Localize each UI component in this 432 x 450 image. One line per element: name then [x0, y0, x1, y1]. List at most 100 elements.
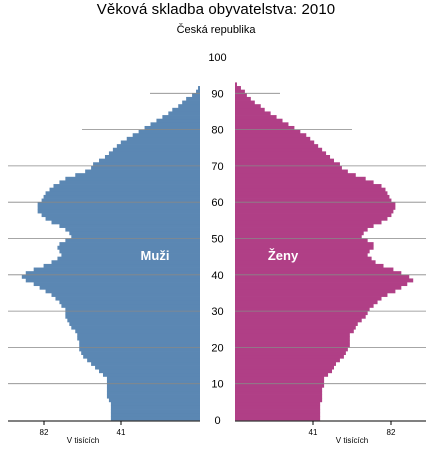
male-bar-age-68	[85, 169, 200, 174]
male-bar-age-70	[93, 162, 200, 167]
female-bar-age-72	[235, 155, 331, 159]
female-bar-age-1	[235, 412, 321, 417]
female-bar-age-3	[235, 405, 321, 410]
female-bar-age-90	[235, 89, 245, 94]
male-bar-age-13	[99, 369, 200, 374]
female-bar-age-38	[235, 278, 414, 283]
female-bar-age-7	[235, 390, 323, 395]
value-tick-label: 82	[387, 428, 396, 437]
female-bar-age-4	[235, 401, 321, 406]
age-tick-label: 80	[211, 125, 223, 137]
female-bar-age-52	[235, 227, 368, 232]
male-bar-age-29	[65, 311, 200, 316]
female-bar-age-20	[235, 343, 350, 348]
female-bar-age-70	[235, 162, 340, 167]
male-bar-age-78	[132, 133, 200, 138]
male-bar-age-62	[45, 191, 201, 196]
male-bar-age-7	[106, 390, 200, 395]
male-bar-age-36	[39, 285, 201, 290]
female-bar-age-78	[235, 133, 307, 138]
female-bar-age-68	[235, 169, 348, 174]
female-bar-age-45	[235, 253, 368, 257]
male-bar-age-37	[33, 282, 201, 287]
female-bar-age-55	[235, 216, 388, 221]
male-bar-age-33	[55, 296, 201, 301]
male-bar-age-75	[116, 144, 200, 149]
female-bar-age-15	[235, 361, 336, 366]
female-bar-age-19	[235, 347, 348, 352]
male-bars	[21, 86, 201, 421]
female-bar-age-46	[235, 249, 370, 254]
female-bar-age-13	[235, 369, 333, 374]
female-bar-age-47	[235, 245, 374, 250]
female-bar-age-67	[235, 173, 356, 178]
male-bar-age-60	[41, 198, 200, 203]
male-bar-age-32	[59, 300, 200, 305]
female-bar-age-79	[235, 129, 301, 134]
male-bar-age-56	[41, 213, 200, 218]
female-bar-age-91	[235, 86, 241, 91]
male-bar-age-18	[81, 351, 200, 356]
female-bar-age-26	[235, 321, 358, 326]
male-bar-age-47	[57, 245, 200, 250]
male-bar-age-65	[59, 180, 200, 185]
female-bar-age-66	[235, 176, 366, 181]
female-bar-age-39	[235, 274, 410, 279]
female-bar-age-64	[235, 184, 382, 189]
male-bar-age-15	[91, 361, 200, 366]
female-bar-age-40	[235, 271, 402, 276]
female-bar-age-27	[235, 318, 362, 323]
male-bar-age-24	[75, 329, 200, 334]
female-bar-age-69	[235, 165, 342, 170]
female-bar-age-28	[235, 314, 366, 319]
female-bar-age-92	[235, 82, 237, 87]
male-bar-age-21	[79, 340, 200, 345]
female-bar-age-5	[235, 398, 323, 403]
female-bar-age-2	[235, 409, 321, 414]
male-bar-age-89	[192, 93, 200, 98]
male-bar-age-26	[69, 321, 200, 326]
male-bar-age-84	[168, 111, 200, 116]
female-bar-age-61	[235, 194, 390, 199]
male-bar-age-63	[49, 187, 200, 192]
male-bar-age-57	[37, 209, 200, 214]
female-bar-age-86	[235, 104, 261, 109]
female-bar-age-16	[235, 358, 340, 363]
female-bar-age-17	[235, 354, 344, 359]
male-bar-age-20	[79, 343, 200, 348]
male-bar-age-80	[144, 125, 200, 130]
female-bar-age-87	[235, 100, 255, 105]
male-bar-age-85	[172, 107, 200, 112]
male-bar-age-3	[110, 405, 200, 410]
male-bar-age-31	[61, 303, 201, 308]
female-bar-age-77	[235, 136, 311, 141]
male-bar-age-12	[102, 372, 200, 377]
male-bar-age-88	[186, 96, 200, 101]
age-tick-label: 50	[211, 234, 223, 246]
female-bar-age-51	[235, 231, 364, 236]
value-tick-label: 82	[40, 428, 49, 437]
male-bar-age-14	[95, 365, 200, 370]
age-gridlines	[8, 92, 426, 385]
female-bar-age-21	[235, 340, 350, 345]
male-bar-age-8	[106, 387, 200, 392]
male-bar-age-0	[110, 416, 200, 421]
male-bar-age-43	[51, 260, 200, 265]
male-bar-age-5	[108, 398, 200, 403]
female-bar-age-48	[235, 242, 374, 247]
male-bar-age-61	[43, 194, 200, 199]
male-bar-age-9	[106, 383, 200, 388]
female-bar-age-85	[235, 107, 265, 112]
female-bar-age-65	[235, 180, 374, 185]
female-bar-age-0	[235, 416, 321, 421]
female-bar-age-74	[235, 147, 323, 152]
male-bar-age-72	[104, 155, 200, 159]
male-bar-age-34	[51, 292, 200, 297]
male-bar-age-22	[77, 336, 200, 341]
female-bar-age-60	[235, 198, 392, 203]
male-bar-age-77	[126, 136, 200, 141]
female-bar-age-82	[235, 118, 283, 123]
female-bar-age-54	[235, 220, 382, 225]
male-bar-age-59	[37, 202, 200, 207]
female-bar-age-44	[235, 256, 372, 261]
